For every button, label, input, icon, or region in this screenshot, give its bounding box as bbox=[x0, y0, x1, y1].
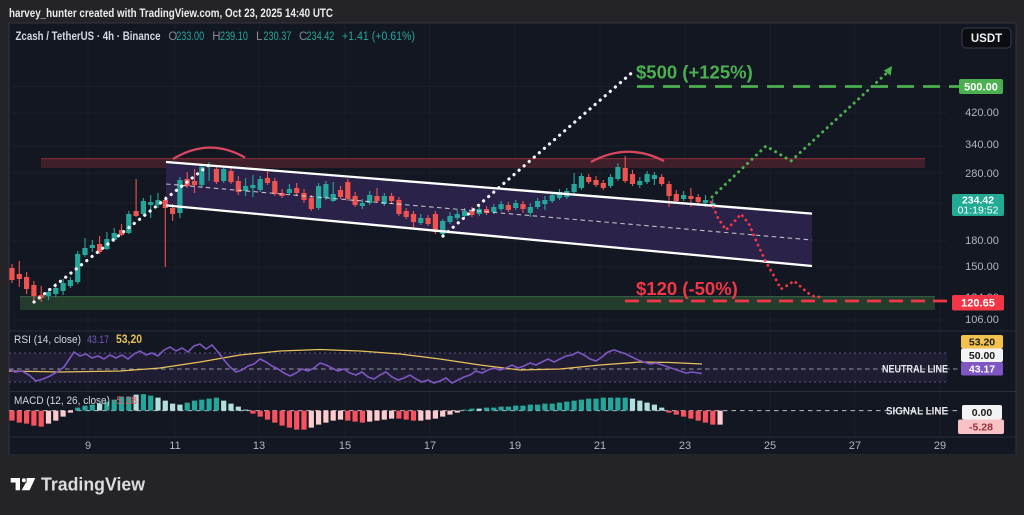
svg-text:19: 19 bbox=[509, 440, 521, 452]
svg-text:340.00: 340.00 bbox=[965, 139, 999, 151]
svg-text:11: 11 bbox=[169, 440, 180, 452]
svg-text:13: 13 bbox=[253, 440, 265, 452]
svg-text:RSI (14, close): RSI (14, close) bbox=[14, 334, 81, 346]
svg-text:43.17: 43.17 bbox=[87, 334, 109, 346]
svg-text:233.00: 233.00 bbox=[176, 31, 204, 43]
svg-text:USDT: USDT bbox=[971, 33, 1002, 45]
svg-text:01:19:52: 01:19:52 bbox=[958, 205, 999, 217]
svg-text:NEUTRAL LINE: NEUTRAL LINE bbox=[882, 364, 948, 376]
svg-text:27: 27 bbox=[849, 440, 861, 452]
svg-text:25: 25 bbox=[764, 440, 776, 452]
svg-text:TradingView: TradingView bbox=[41, 475, 146, 495]
svg-text:50.00: 50.00 bbox=[969, 350, 995, 362]
svg-text:$120 (-50%): $120 (-50%) bbox=[636, 278, 738, 299]
svg-text:230.37: 230.37 bbox=[263, 31, 291, 43]
svg-text:9: 9 bbox=[85, 440, 91, 452]
svg-text:150.00: 150.00 bbox=[965, 261, 999, 273]
svg-text:MACD (12, 26, close): MACD (12, 26, close) bbox=[14, 395, 110, 407]
svg-text:21: 21 bbox=[594, 440, 606, 452]
svg-text:15: 15 bbox=[339, 440, 351, 452]
svg-text:0.00: 0.00 bbox=[972, 407, 993, 419]
svg-text:23: 23 bbox=[679, 440, 691, 452]
svg-text:harvey_hunter created with Tra: harvey_hunter created with TradingView.c… bbox=[9, 8, 333, 20]
svg-text:C: C bbox=[299, 31, 307, 43]
svg-text:280.00: 280.00 bbox=[965, 168, 999, 180]
svg-text:-5.28: -5.28 bbox=[969, 422, 993, 434]
svg-text:106.00: 106.00 bbox=[965, 314, 999, 326]
svg-text:234.42: 234.42 bbox=[306, 31, 334, 43]
svg-text:+1.41 (+0.61%): +1.41 (+0.61%) bbox=[342, 31, 415, 43]
svg-text:420.00: 420.00 bbox=[965, 107, 999, 119]
svg-text:29: 29 bbox=[934, 440, 946, 452]
svg-text:SIGNAL LINE: SIGNAL LINE bbox=[886, 406, 948, 418]
svg-text:O: O bbox=[168, 31, 177, 43]
svg-text:239.10: 239.10 bbox=[220, 31, 248, 43]
svg-text:L: L bbox=[256, 31, 263, 43]
svg-text:53.20: 53.20 bbox=[969, 337, 995, 349]
svg-text:180.00: 180.00 bbox=[965, 235, 999, 247]
svg-text:43.17: 43.17 bbox=[969, 364, 995, 376]
svg-text:500.00: 500.00 bbox=[964, 82, 998, 94]
svg-text:53,20: 53,20 bbox=[116, 332, 142, 346]
svg-text:120.65: 120.65 bbox=[961, 298, 995, 310]
svg-text:$500 (+125%): $500 (+125%) bbox=[636, 62, 753, 83]
svg-text:-5.28: -5.28 bbox=[113, 395, 137, 407]
svg-text:H: H bbox=[212, 31, 220, 43]
svg-text:234.42: 234.42 bbox=[962, 195, 994, 207]
svg-text:17: 17 bbox=[424, 440, 436, 452]
svg-text:Zcash / TetherUS · 4h · Binanc: Zcash / TetherUS · 4h · Binance bbox=[16, 31, 161, 43]
